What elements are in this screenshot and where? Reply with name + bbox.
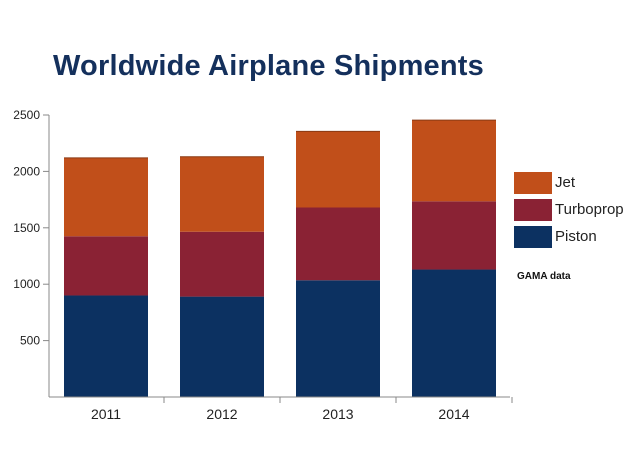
bar-turboprop-2011 <box>64 236 148 296</box>
x-tick-label-2012: 2012 <box>206 406 237 422</box>
y-tick-label-2500: 2500 <box>13 108 40 122</box>
bar-jet-2013 <box>296 131 380 208</box>
bar-piston-2014 <box>412 269 496 397</box>
legend-label-piston: Piston <box>555 228 597 245</box>
bar-piston-2011 <box>64 295 148 397</box>
legend-label-jet: Jet <box>555 174 576 191</box>
y-tick-label-1000: 1000 <box>13 277 40 291</box>
axes-group: 2011 2012 2013 2014 500 1000 1500 2000 2500 <box>13 108 513 422</box>
legend-label-turboprop: Turboprop <box>555 201 624 218</box>
bar-piston-2012 <box>180 296 264 397</box>
legend: Jet Turboprop Piston <box>514 171 624 252</box>
legend-swatch-jet <box>514 171 552 194</box>
x-tick-label-2013: 2013 <box>322 406 353 422</box>
source-note: GAMA data <box>517 271 571 282</box>
chart-title: Worldwide Airplane Shipments <box>53 50 484 82</box>
legend-item-turboprop: Turboprop <box>514 198 624 221</box>
y-tick-label-1500: 1500 <box>13 221 40 235</box>
legend-item-piston: Piston <box>514 225 624 248</box>
bars-group <box>64 119 496 397</box>
bar-piston-2013 <box>296 280 380 397</box>
y-tick-label-2000: 2000 <box>13 164 40 178</box>
bar-jet-2012 <box>180 156 264 232</box>
bar-jet-2014 <box>412 120 496 202</box>
bar-turboprop-2014 <box>412 201 496 270</box>
legend-item-jet: Jet <box>514 171 624 194</box>
x-tick-label-2011: 2011 <box>91 406 121 422</box>
legend-swatch-turboprop <box>514 198 552 221</box>
legend-swatch-piston <box>514 225 552 248</box>
bar-jet-2011 <box>64 157 148 237</box>
bar-turboprop-2013 <box>296 207 380 281</box>
x-tick-label-2014: 2014 <box>438 406 469 422</box>
y-tick-label-500: 500 <box>20 334 40 348</box>
bar-turboprop-2012 <box>180 231 264 297</box>
